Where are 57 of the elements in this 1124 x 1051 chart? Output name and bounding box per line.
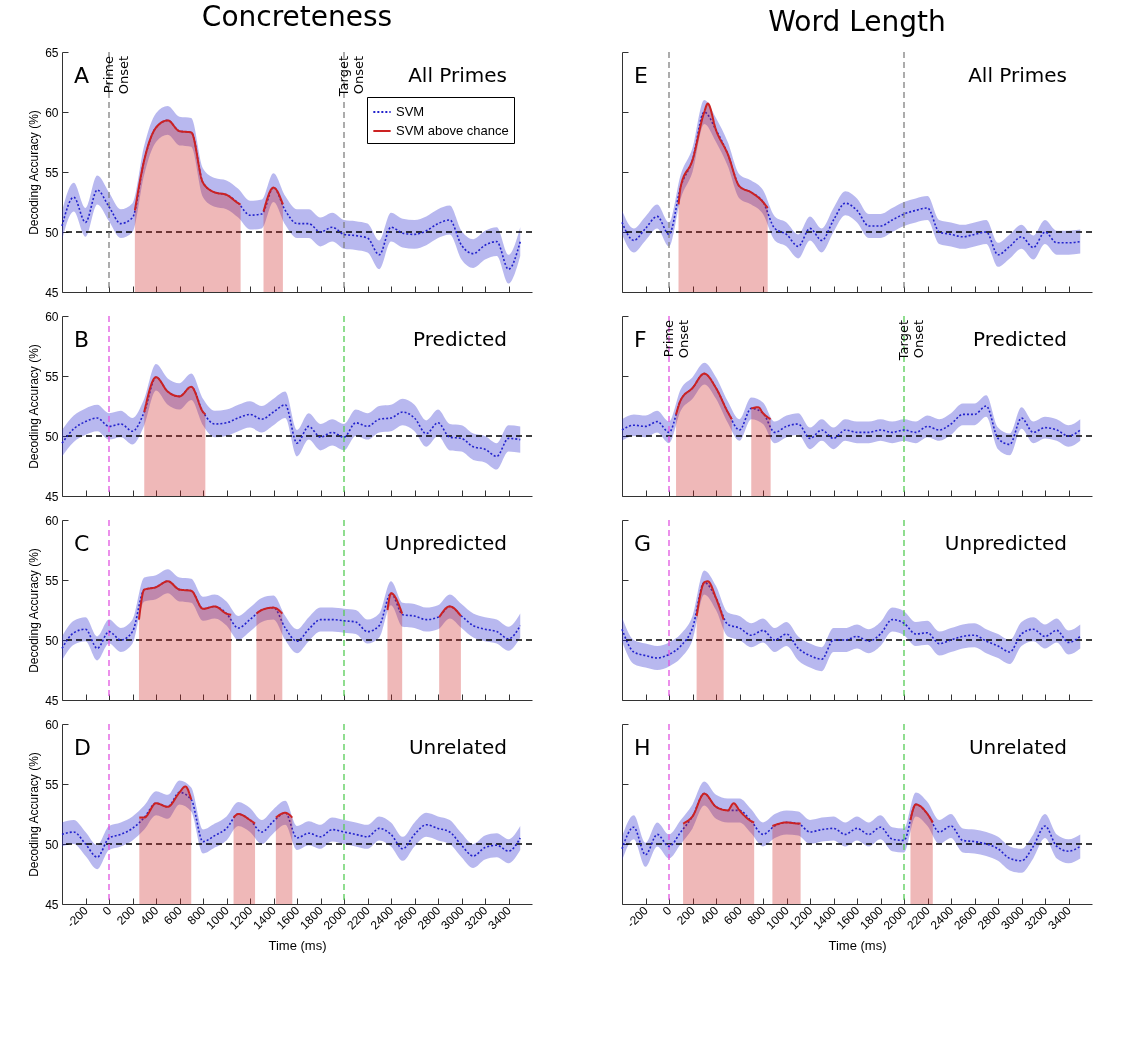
x-tick-label: 0 — [99, 903, 115, 919]
x-tick-label: 200 — [673, 903, 699, 928]
annotation: Unpredicted — [384, 531, 507, 555]
annotation: C — [74, 531, 90, 556]
y-tick-label: 55 — [45, 777, 59, 792]
y-tick-label: 45 — [45, 897, 59, 912]
chart-title: Word Length — [768, 5, 946, 39]
annotation: F — [634, 327, 647, 352]
y-tick-label: 45 — [45, 693, 59, 708]
y-tick-label: 55 — [45, 165, 59, 180]
y-tick-label: 55 — [45, 573, 59, 588]
y-tick-label: 45 — [45, 489, 59, 504]
y-tick-label: 65 — [45, 45, 59, 60]
annotation: Unrelated — [408, 735, 507, 759]
x-tick-label: 200 — [113, 903, 139, 928]
annotation: B — [74, 327, 90, 352]
y-tick-label: 50 — [45, 633, 59, 648]
y-tick-label: 50 — [45, 837, 59, 852]
chart-title: Concreteness — [201, 0, 393, 33]
annotation: H — [634, 735, 651, 760]
annotation: D — [74, 735, 91, 760]
annotation: All Primes — [968, 63, 1067, 87]
y-axis-title: Decoding Accuracy (%) — [27, 752, 42, 877]
y-tick-label: 60 — [45, 717, 59, 732]
x-tick-label: 400 — [137, 903, 162, 928]
annotation: G — [634, 531, 652, 556]
annotation: Predicted — [413, 327, 507, 351]
ref-line-label: Target Onset — [896, 320, 926, 362]
legend-label: SVM above chance — [396, 123, 509, 138]
legend-label: SVM — [396, 104, 425, 119]
x-tick-label: 0 — [659, 903, 675, 919]
annotation: Unpredicted — [944, 531, 1067, 555]
ref-line-label: Prime Onset — [661, 320, 691, 359]
annotation: All Primes — [408, 63, 507, 87]
y-axis-title: Decoding Accuracy (%) — [27, 548, 42, 673]
annotation: E — [634, 63, 648, 88]
x-tick-label: 600 — [720, 903, 746, 928]
y-tick-label: 60 — [45, 309, 59, 324]
ref-line-label: Target Onset — [336, 56, 366, 98]
y-tick-label: 60 — [45, 513, 59, 528]
x-tick-label: 600 — [160, 903, 186, 928]
annotation: Unrelated — [968, 735, 1067, 759]
annotation: A — [74, 63, 90, 88]
y-tick-label: 50 — [45, 225, 59, 240]
ref-line-label: Prime Onset — [101, 56, 131, 95]
y-axis-title: Decoding Accuracy (%) — [27, 344, 42, 469]
x-tick-label: -200 — [624, 903, 652, 931]
y-axis-title: Decoding Accuracy (%) — [27, 110, 42, 235]
y-tick-label: 55 — [45, 369, 59, 384]
x-axis-title: Time (ms) — [268, 937, 327, 953]
x-axis-title: Time (ms) — [828, 937, 887, 953]
annotation: Predicted — [973, 327, 1067, 351]
x-tick-label: 400 — [697, 903, 722, 928]
x-tick-label: -200 — [64, 903, 92, 931]
y-tick-label: 50 — [45, 429, 59, 444]
y-tick-label: 45 — [45, 285, 59, 300]
y-tick-label: 60 — [45, 105, 59, 120]
